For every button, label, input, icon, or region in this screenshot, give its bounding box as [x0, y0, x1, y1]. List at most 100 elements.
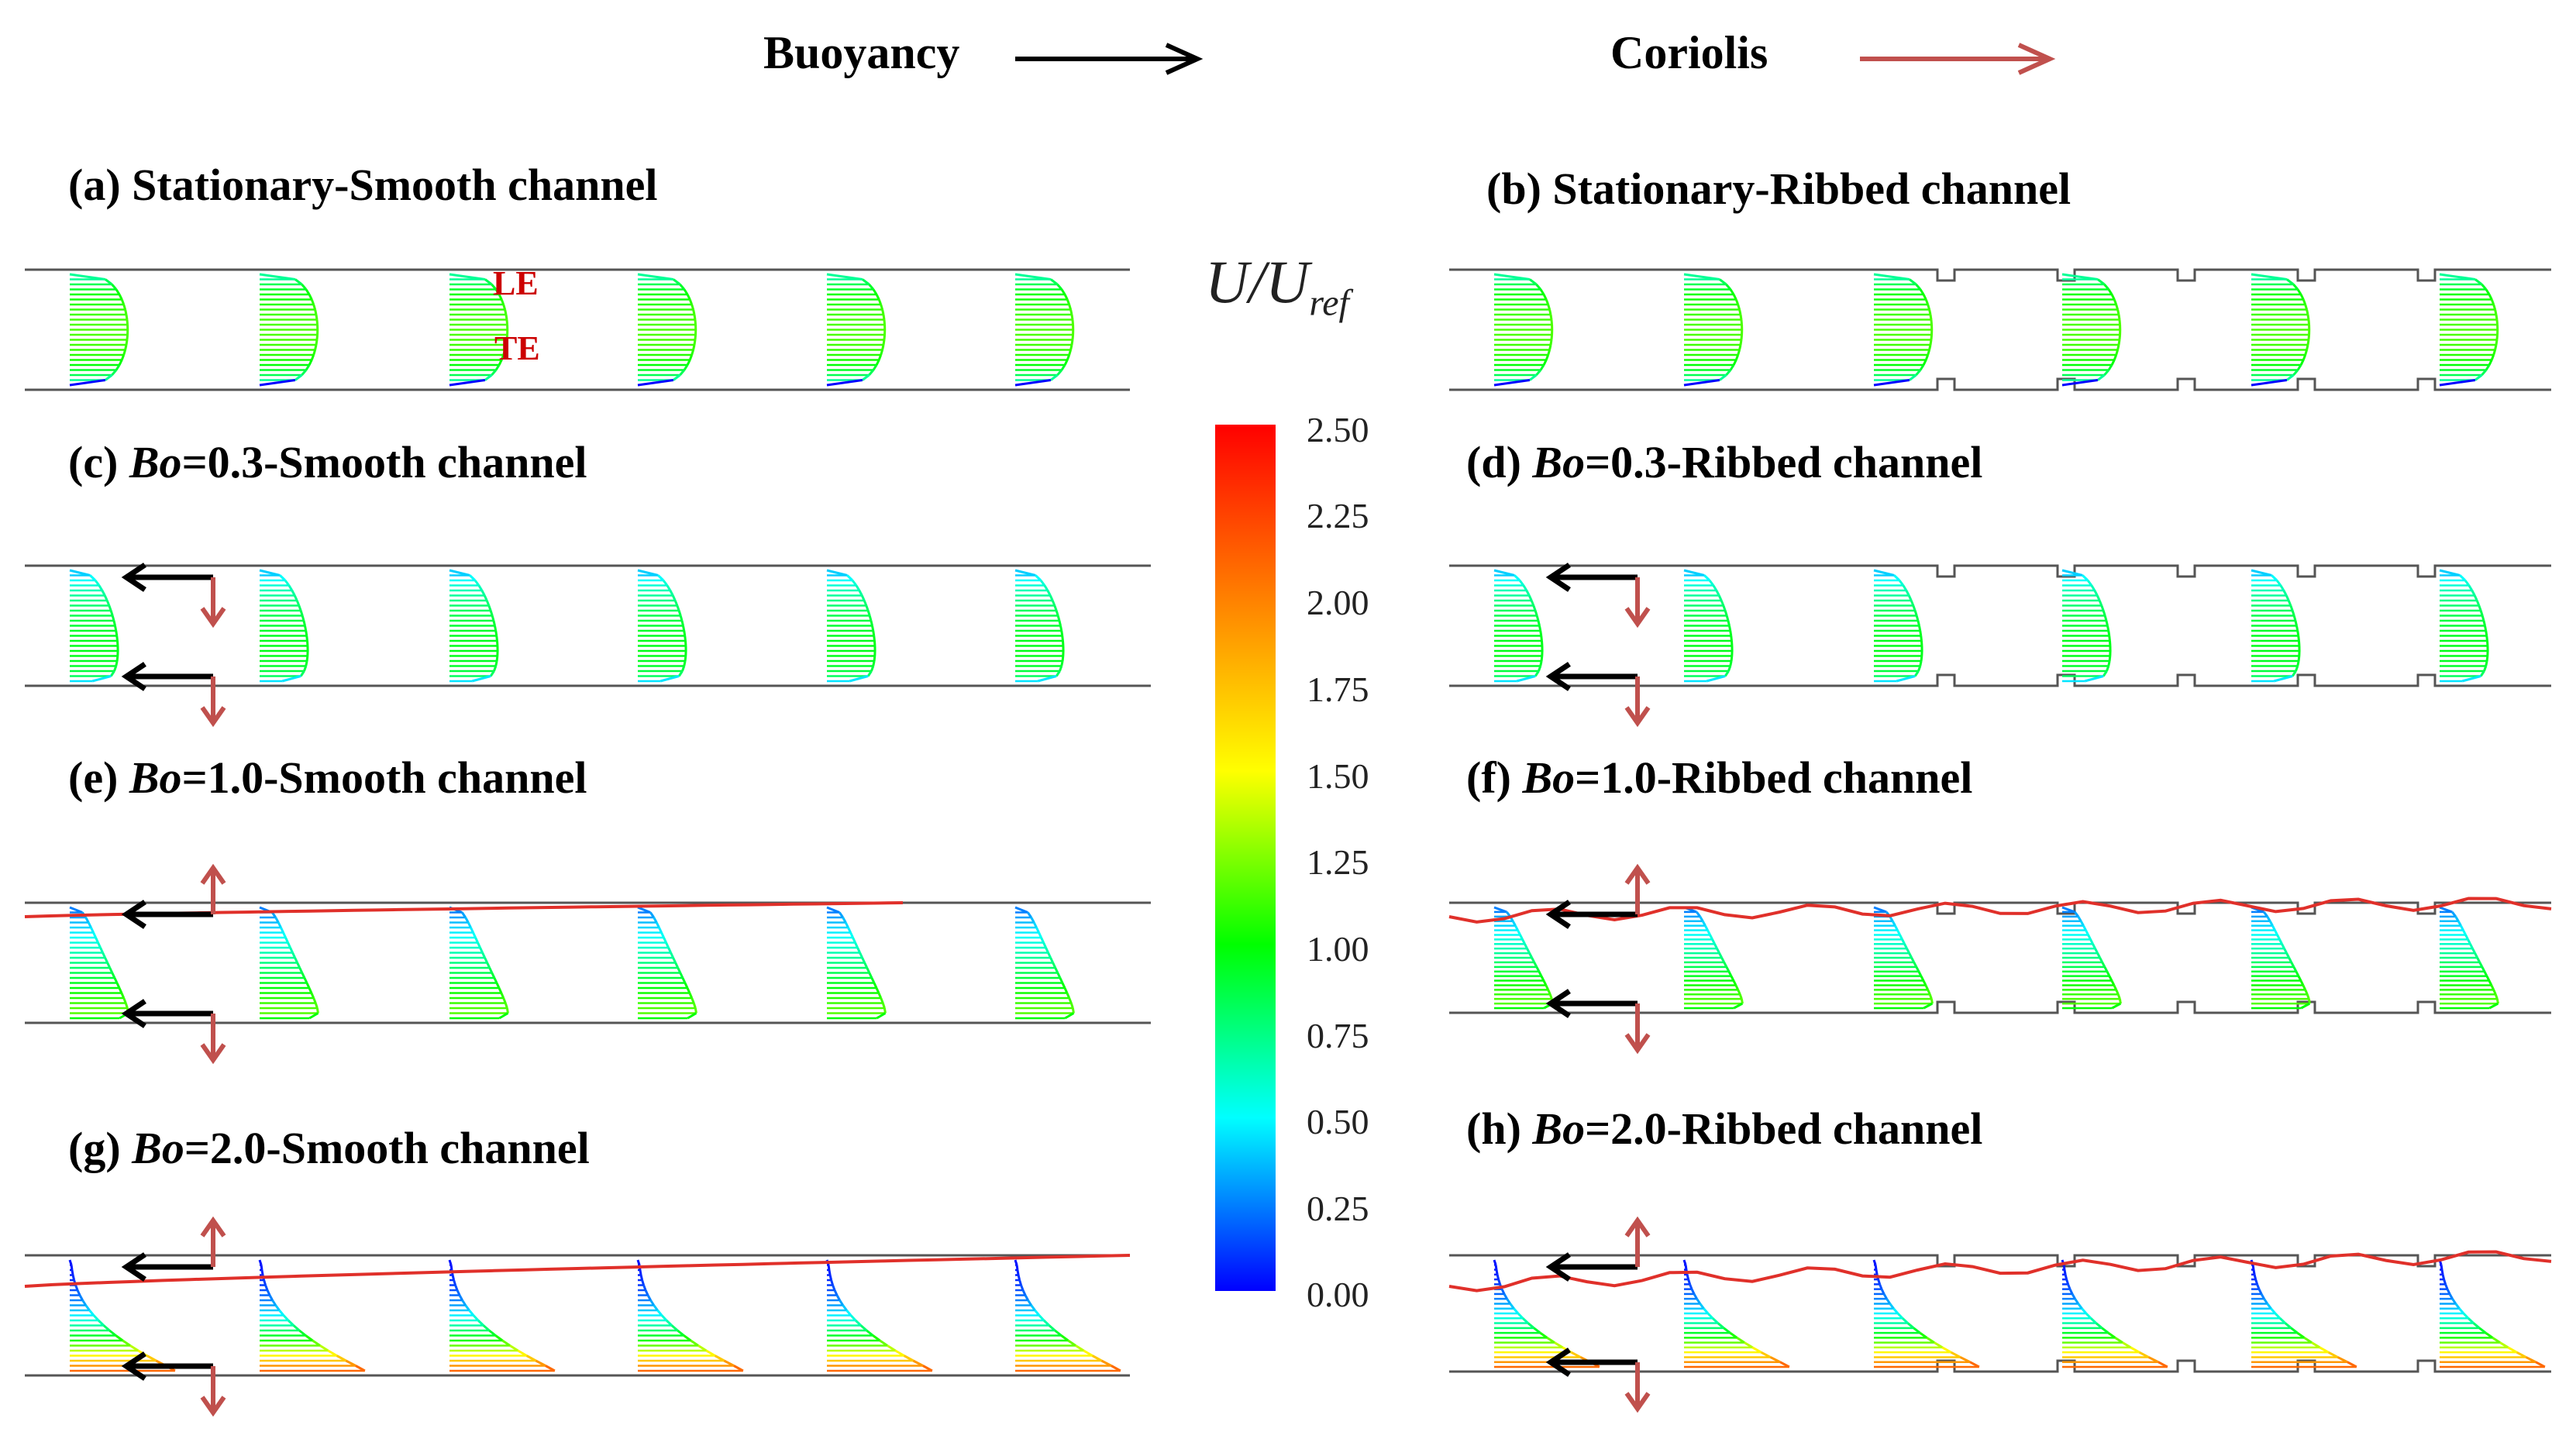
profile-envelope: [2471, 590, 2476, 597]
profile-envelope: [873, 982, 878, 989]
profile-envelope: [97, 941, 102, 948]
profile-envelope: [500, 298, 505, 305]
profile-envelope: [723, 1359, 735, 1367]
profile-envelope: [688, 298, 694, 305]
profile-envelope: [1729, 1331, 1738, 1339]
velocity-profile: [1873, 569, 1923, 683]
profile-envelope: [1920, 656, 1923, 662]
profile-envelope: [673, 600, 679, 607]
profile-envelope: [298, 1329, 307, 1337]
profile-envelope: [301, 369, 308, 376]
profile-envelope: [2302, 984, 2307, 991]
profile-envelope: [2296, 630, 2300, 636]
profile-envelope: [1729, 364, 1735, 371]
profile-envelope: [308, 359, 313, 366]
profile-envelope: [278, 1310, 285, 1317]
profile-envelope: [1039, 580, 1046, 587]
profile-envelope: [293, 594, 298, 601]
profile-envelope: [1061, 635, 1064, 642]
profile-envelope: [312, 304, 317, 310]
profile-envelope: [1910, 957, 1916, 963]
profile-envelope: [2291, 670, 2297, 677]
profile-envelope: [69, 906, 83, 914]
force-arrow-icon: [1545, 863, 1651, 929]
profile-envelope: [882, 314, 886, 320]
profile-envelope: [535, 1359, 546, 1367]
profile-envelope: [653, 917, 658, 924]
profile-envelope: [2116, 309, 2120, 315]
profile-envelope: [1905, 590, 1910, 597]
profile-envelope: [1521, 938, 1526, 945]
profile-envelope: [1709, 934, 1713, 941]
profile-envelope: [1017, 1275, 1021, 1281]
velocity-profile: [637, 569, 687, 683]
profile-envelope: [1514, 924, 1519, 931]
profile-envelope: [1527, 1322, 1535, 1329]
profile-envelope: [271, 1299, 277, 1306]
profile-envelope: [2251, 379, 2288, 387]
profile-envelope: [872, 364, 878, 371]
profile-envelope: [2101, 1327, 2109, 1334]
profile-envelope: [1534, 670, 1540, 677]
profile-envelope: [1915, 615, 1920, 621]
profile-envelope: [1719, 373, 1727, 381]
profile-envelope: [1728, 625, 1732, 632]
profile-envelope: [1517, 929, 1521, 936]
profile-envelope: [2451, 1298, 2457, 1305]
profile-envelope: [301, 615, 305, 621]
profile-envelope: [2488, 1002, 2499, 1010]
force-arrow-icon: [121, 863, 226, 929]
profile-envelope: [882, 339, 886, 346]
profile-envelope: [124, 1003, 129, 1009]
profile-envelope: [842, 1304, 848, 1311]
profile-envelope: [683, 1334, 692, 1342]
velocity-profile: [448, 1259, 556, 1372]
profile-envelope: [315, 319, 319, 325]
profile-envelope: [2260, 1293, 2265, 1299]
profile-envelope: [861, 957, 866, 964]
profile-envelope: [847, 927, 852, 934]
profile-envelope: [310, 992, 315, 999]
profile-envelope: [502, 304, 507, 310]
profile-envelope: [2347, 1361, 2357, 1368]
profile-envelope: [862, 278, 870, 286]
profile-envelope: [1060, 288, 1066, 295]
profile-envelope: [2306, 339, 2310, 346]
profile-envelope: [115, 1334, 124, 1342]
profile-envelope: [489, 610, 494, 616]
profile-envelope: [146, 1355, 157, 1362]
profile-envelope: [849, 675, 869, 683]
profile-envelope: [449, 569, 470, 577]
profile-envelope: [113, 977, 119, 984]
profile-envelope: [1055, 610, 1059, 616]
profile-envelope: [1050, 278, 1059, 286]
profile-envelope: [456, 1289, 461, 1296]
profile-envelope: [2281, 943, 2285, 949]
profile-envelope: [2448, 1293, 2454, 1299]
profile-envelope: [1554, 1341, 1564, 1349]
profile-envelope: [2266, 916, 2271, 922]
profile-envelope: [1706, 675, 1726, 683]
profile-envelope: [2089, 938, 2094, 945]
panel-c-title: (c) Bo=0.3-Smooth channel: [68, 437, 587, 487]
profile-envelope: [1539, 1331, 1548, 1339]
profile-envelope: [2099, 957, 2104, 963]
profile-envelope: [1734, 298, 1740, 305]
profile-envelope: [315, 339, 319, 346]
buoyancy-arrowhead-icon: [121, 662, 146, 691]
profile-envelope: [2096, 952, 2102, 959]
profile-envelope: [2490, 354, 2495, 361]
profile-envelope: [845, 1310, 852, 1317]
profile-envelope: [474, 580, 480, 587]
profile-envelope: [502, 349, 507, 356]
profile-envelope: [295, 600, 301, 607]
profile-envelope: [2103, 284, 2110, 291]
profile-envelope: [1083, 1349, 1093, 1357]
profile-envelope: [260, 1269, 264, 1275]
profile-envelope: [111, 615, 115, 621]
profile-envelope: [2460, 924, 2464, 931]
profile-envelope: [1542, 979, 1548, 986]
profile-envelope: [1532, 604, 1537, 611]
profile-envelope: [112, 620, 116, 626]
profile-envelope: [2095, 1322, 2103, 1329]
